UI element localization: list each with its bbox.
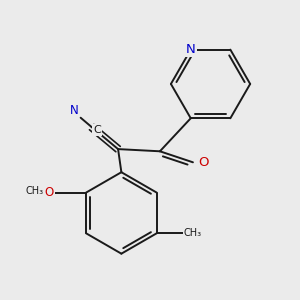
Text: CH₃: CH₃ — [184, 228, 202, 238]
Text: C: C — [93, 125, 101, 135]
Text: N: N — [186, 43, 196, 56]
Text: N: N — [70, 104, 78, 117]
Text: O: O — [45, 186, 54, 199]
Text: CH₃: CH₃ — [25, 187, 44, 196]
Text: O: O — [199, 156, 209, 169]
